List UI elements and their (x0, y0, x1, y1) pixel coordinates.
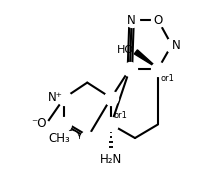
Text: CH₃: CH₃ (48, 132, 70, 144)
Text: H₂N: H₂N (100, 153, 122, 166)
Text: N⁺: N⁺ (48, 92, 63, 104)
Text: or1: or1 (114, 110, 128, 120)
Text: HO: HO (117, 45, 134, 55)
Text: N: N (127, 14, 136, 27)
Text: ⁻O: ⁻O (32, 117, 47, 130)
Text: O: O (153, 14, 163, 27)
Text: N: N (172, 39, 180, 52)
Text: or1: or1 (161, 74, 174, 83)
Polygon shape (134, 50, 158, 69)
